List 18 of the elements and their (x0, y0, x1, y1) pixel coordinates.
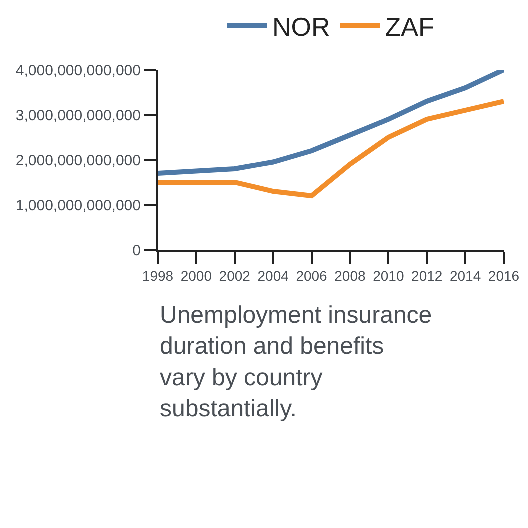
y-tick-label: 0 (132, 242, 141, 260)
x-tick-label: 2012 (412, 268, 443, 284)
x-tick-label: 1998 (142, 268, 174, 284)
legend-label: NOR (272, 12, 330, 42)
y-tick-label: 1,000,000,000,000 (16, 197, 141, 214)
x-tick-label: 2008 (334, 268, 366, 284)
y-tick-label: 4,000,000,000,000 (16, 62, 141, 80)
x-tick-label: 2004 (258, 268, 290, 284)
x-tick-label: 2006 (296, 268, 328, 284)
x-tick-label: 2016 (488, 268, 520, 284)
y-tick-label: 2,000,000,000,000 (16, 152, 141, 170)
x-tick-label: 2000 (180, 268, 212, 284)
x-tick-label: 2014 (450, 268, 482, 284)
y-tick-label: 3,000,000,000,000 (16, 107, 141, 124)
text: Unemployment insurance duration and benefits vary by country substantially. (160, 302, 432, 423)
x-tick-label: 2002 (219, 268, 251, 284)
legend-label: ZAF (385, 12, 434, 42)
x-tick-label: 2010 (373, 268, 404, 284)
